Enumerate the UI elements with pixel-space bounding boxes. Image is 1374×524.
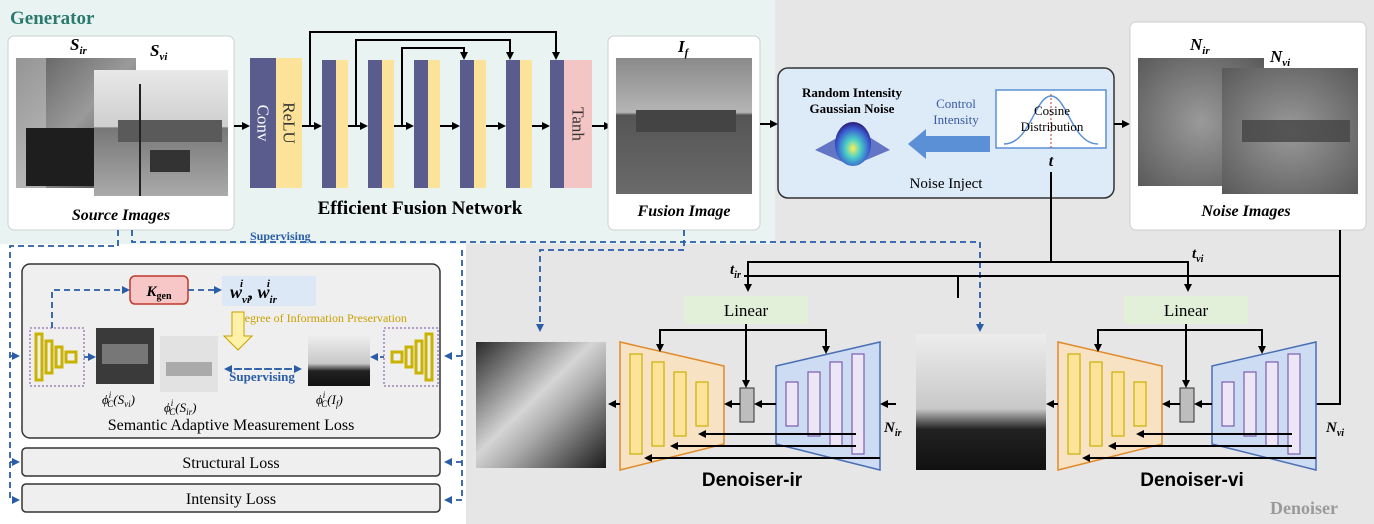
relu-block (276, 58, 302, 188)
denoised-output-vi (916, 334, 1046, 470)
pyramid-encoder-right-icon (383, 327, 439, 387)
intensity-loss-box (21, 483, 441, 513)
degree-label: Degree of Information Preservation (236, 311, 407, 325)
control-arrow-icon (908, 129, 990, 159)
phi-sir-label: ϕi C(Sir) (164, 398, 196, 417)
tanh-block (564, 60, 592, 188)
noise-label-vi: Nvi (1269, 47, 1291, 69)
conv-block (250, 58, 276, 188)
control-label-2: Intensity (933, 112, 979, 127)
t-ir-label: tir (730, 262, 741, 281)
degree-arrow-icon (222, 311, 254, 351)
weights-label: wvii, wiri (230, 278, 278, 306)
phi-svi-label: ϕi C(Svi) (102, 390, 135, 409)
fusion-caption: Fusion Image (637, 203, 731, 220)
structural-loss-label: Structural Loss (182, 455, 279, 472)
relu-label: ReLU (280, 102, 299, 144)
source-images-caption: Source Images (72, 207, 170, 224)
weights-box (222, 276, 316, 306)
decoder-vi (1057, 341, 1163, 471)
bottleneck-ir (739, 387, 755, 423)
pyramid-encoder-left-icon (29, 327, 85, 387)
cosine-label-2: Distribution (1021, 119, 1084, 134)
denoiser-title: Denoiser (1270, 498, 1338, 518)
denoised-output-ir (476, 342, 606, 468)
linear-label-ir: Linear (724, 301, 769, 320)
conv-label: Conv (254, 105, 273, 142)
linear-box-vi (1124, 296, 1248, 324)
source-label-vi: Svi (150, 41, 168, 63)
gaussian-title-2: Gaussian Noise (810, 101, 895, 116)
generator-title: Generator (10, 8, 95, 29)
kgen-label: Kgen (145, 284, 171, 302)
tanh-label: Tanh (569, 107, 588, 141)
noise-inject-caption: Noise Inject (910, 176, 984, 192)
noise-images-caption: Noise Images (1200, 203, 1290, 220)
decoder-ir (619, 341, 725, 471)
gaussian-title-1: Random Intensity (802, 85, 903, 100)
phi-if-label: ϕi C(If) (316, 390, 343, 409)
linear-box-ir (684, 296, 808, 324)
supervising-label-inner: Supervising (229, 369, 295, 384)
fusion-label: If (677, 37, 690, 59)
network-caption: Efficient Fusion Network (318, 198, 523, 219)
supervising-label-top: Supervising (250, 229, 311, 243)
semantic-loss-box (21, 263, 441, 439)
feature-map-if (308, 336, 370, 386)
cosine-label-1: Cosine (1034, 103, 1070, 118)
source-label-ir: Sir (70, 35, 88, 57)
t-label: t (1049, 153, 1054, 170)
intensity-loss-label: Intensity Loss (186, 491, 276, 508)
n-ir-label: Nir (883, 420, 902, 439)
control-label-1: Control (936, 96, 976, 111)
fusion-network-blocks (322, 60, 564, 188)
denoiser-vi-caption: Denoiser-vi (1140, 470, 1243, 491)
n-vi-label: Nvi (1325, 420, 1344, 439)
bottleneck-vi (1179, 387, 1195, 423)
structural-loss-box (21, 447, 441, 477)
gaussian-peak-icon (835, 122, 871, 166)
noise-label-ir: Nir (1189, 35, 1210, 57)
semantic-loss-caption: Semantic Adaptive Measurement Loss (108, 417, 355, 434)
linear-label-vi: Linear (1164, 301, 1209, 320)
denoiser-ir-caption: Denoiser-ir (702, 470, 803, 491)
t-vi-label: tvi (1192, 246, 1204, 265)
